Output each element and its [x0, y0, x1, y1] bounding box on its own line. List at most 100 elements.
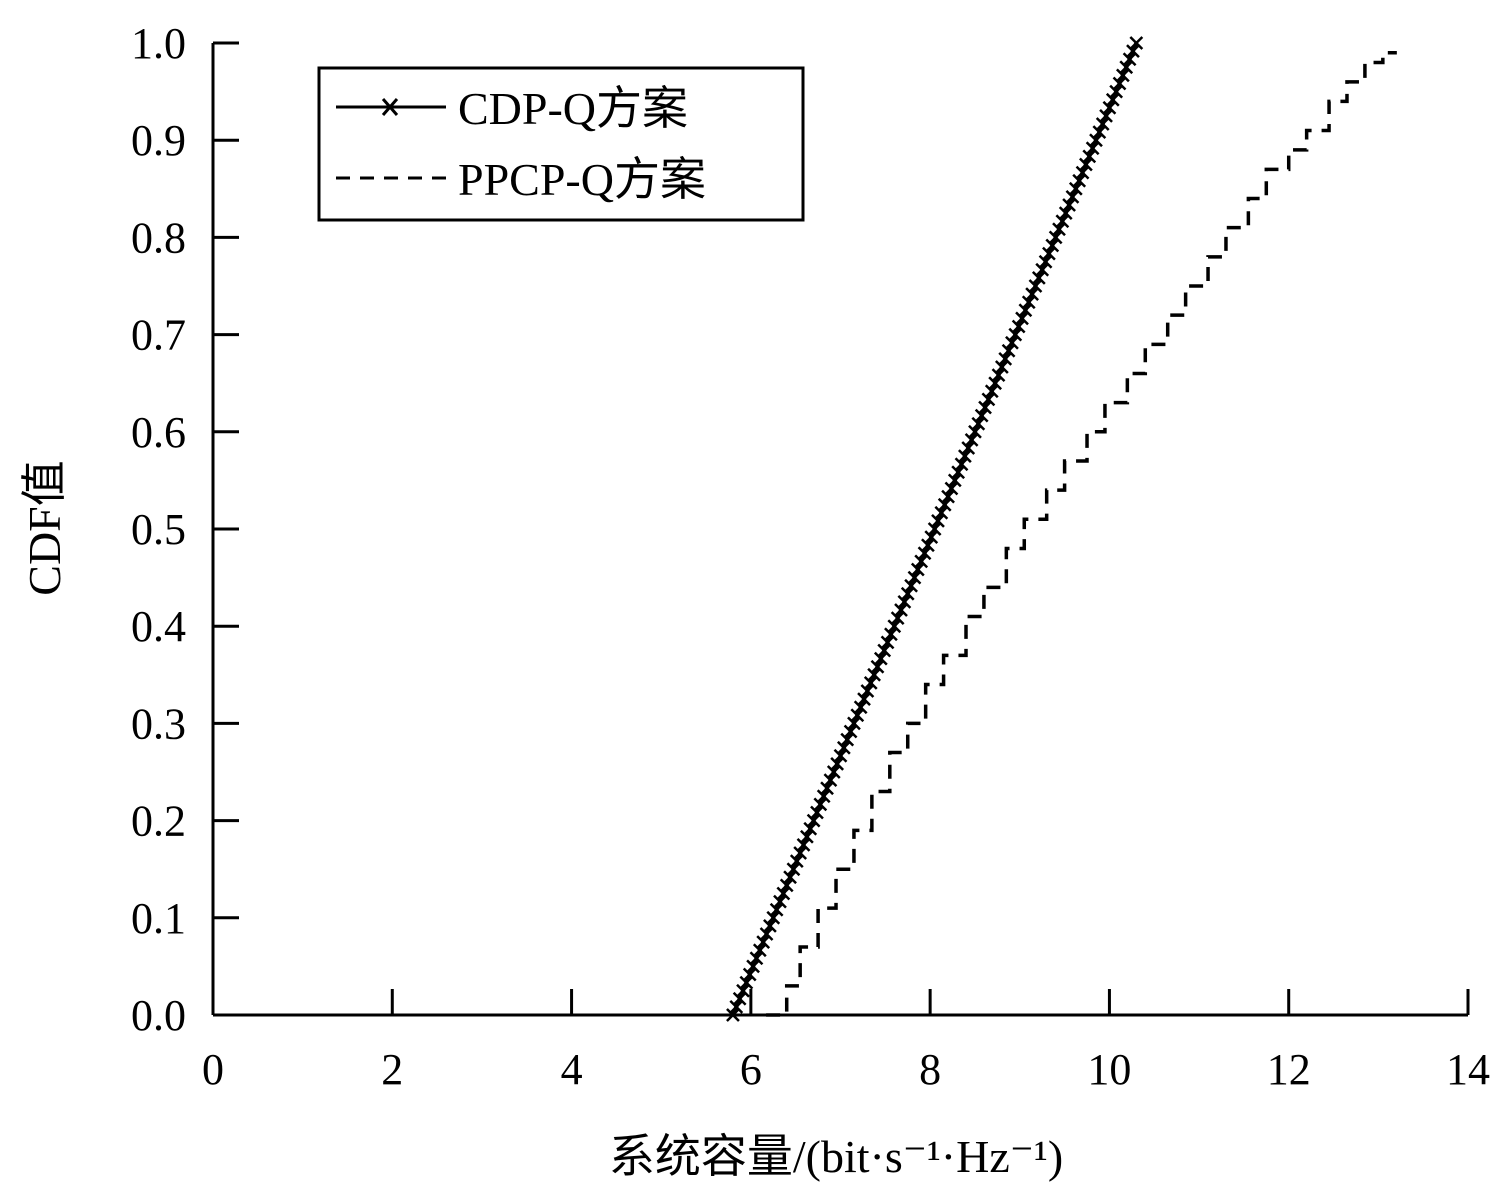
series-cdp-q-marker: [884, 627, 898, 642]
series-cdp-q-marker: [1075, 165, 1090, 180]
series-cdp-q-marker: [763, 919, 777, 933]
series-cdp-q-marker: [931, 514, 945, 528]
series-cdp-q-marker: [1085, 141, 1100, 156]
series-cdp-q-marker: [786, 862, 801, 877]
series-ppcp-q-line: [766, 50, 1397, 1017]
series-cdp-q-marker: [1092, 125, 1107, 139]
series-cdp-q-marker: [732, 991, 747, 1006]
series-cdp-q-marker: [954, 457, 969, 472]
series-cdp-q-marker: [1068, 181, 1083, 196]
legend-marker-x-icon: [381, 98, 399, 116]
series-cdp-q-marker: [890, 611, 905, 625]
series-cdp-q-marker: [1042, 246, 1056, 261]
series-cdp-q-marker: [941, 489, 955, 504]
series-cdp-q-marker: [793, 846, 808, 860]
series-cdp-q-marker: [779, 878, 794, 893]
x-tick-label: 0: [202, 1045, 224, 1094]
legend-label-ppcp-q: PPCP-Q方案: [458, 154, 706, 205]
series-cdp-q-marker: [1015, 311, 1029, 326]
series-cdp-q-marker: [789, 854, 804, 868]
series-cdp-q-marker: [857, 692, 871, 706]
series-cdp-q-marker: [1031, 271, 1046, 285]
series-cdp-q-marker: [766, 910, 781, 925]
x-axis-title: 系统容量/(bit·s⁻¹·Hz⁻¹): [609, 1131, 1063, 1182]
series-cdp-q-marker: [870, 659, 885, 674]
series-layer: [726, 36, 1397, 1022]
series-cdp-q-marker: [880, 635, 895, 650]
series-cdp-q-marker: [998, 352, 1013, 366]
series-cdp-q-marker: [1062, 198, 1076, 212]
x-axis-ticks: 0 2 4 6 8 10 12 14: [202, 989, 1490, 1094]
series-cdp-q-marker: [921, 538, 935, 553]
x-tick-label: 6: [740, 1045, 762, 1094]
series-cdp-q-marker: [1025, 287, 1039, 301]
series-cdp-q-marker: [981, 392, 996, 407]
series-cdp-q-marker: [1102, 100, 1117, 115]
legend: CDP-Q方案 PPCP-Q方案: [317, 66, 805, 222]
legend-label-cdp-q: CDP-Q方案: [458, 83, 688, 134]
series-cdp-q-marker: [968, 424, 982, 439]
y-tick-label: 0.4: [131, 602, 186, 651]
series-cdp-q-marker: [826, 765, 841, 779]
series-cdp-q-marker: [1038, 254, 1053, 269]
series-cdp-q-marker: [1028, 279, 1043, 293]
series-cdp-q-marker: [964, 433, 979, 447]
series-cdp-q-marker: [1115, 68, 1130, 83]
series-cdp-q-marker: [1011, 319, 1026, 334]
series-cdp-q-marker: [1001, 343, 1016, 358]
series-cdp-q-marker: [984, 384, 999, 399]
series-cdp-q-marker: [729, 1000, 744, 1014]
series-cdp-q-marker: [769, 902, 784, 917]
y-tick-label: 0.8: [131, 213, 186, 262]
series-cdp-q-marker: [1055, 214, 1070, 229]
series-cdp-q-marker: [877, 643, 892, 658]
series-cdp-q-marker: [1119, 60, 1134, 75]
series-cdp-q-marker: [1079, 157, 1093, 172]
series-cdp-q-marker: [1052, 222, 1066, 237]
series-cdp-q-marker: [830, 757, 845, 771]
y-tick-label: 0.5: [131, 505, 186, 554]
series-cdp-q-marker: [739, 975, 754, 990]
series-cdp-q-marker: [971, 416, 986, 431]
series-cdp-q-marker: [796, 838, 811, 852]
series-cdp-q-marker: [847, 716, 861, 731]
series-cdp-q-marker: [910, 562, 925, 577]
y-tick-label: 1.0: [131, 19, 186, 68]
series-cdp-q-marker: [752, 943, 767, 958]
series-cdp-q-marker: [853, 700, 868, 715]
series-cdp-q-marker: [951, 465, 966, 480]
series-cdp-q-marker: [850, 708, 865, 723]
series-cdp-q-marker: [1105, 92, 1120, 107]
series-cdp-q-marker: [816, 789, 831, 804]
y-axis-title: CDF值: [19, 460, 70, 595]
x-tick-label: 12: [1267, 1045, 1311, 1094]
series-cdp-q-marker: [957, 449, 972, 463]
series-cdp-q-marker: [947, 473, 962, 488]
series-cdp-q-marker: [1021, 295, 1036, 310]
series-cdp-q-marker: [1008, 327, 1023, 342]
series-cdp-q-marker: [1126, 44, 1140, 58]
y-axis-ticks: 0.0 0.1 0.2 0.3 0.4 0.5 0.6 0.7 0.8 0.9 1.0: [131, 19, 239, 1040]
series-cdp-q-marker: [1095, 117, 1110, 131]
series-cdp-q-marker: [742, 967, 757, 982]
series-cdp-q-marker: [823, 773, 838, 787]
y-tick-label: 0.0: [131, 991, 186, 1040]
series-cdp-q-marker: [773, 894, 787, 909]
series-cdp-q-marker: [1072, 173, 1087, 188]
series-cdp-q-marker: [961, 441, 976, 455]
series-cdp-q-marker: [904, 578, 918, 593]
series-cdp-q-marker: [917, 546, 932, 561]
x-tick-label: 10: [1087, 1045, 1131, 1094]
series-cdp-q-marker: [843, 724, 858, 739]
series-cdp-q-marker: [1129, 36, 1144, 50]
y-tick-label: 0.7: [131, 311, 186, 360]
series-cdp-q-marker: [1048, 230, 1063, 245]
series-cdp-q-marker: [887, 619, 902, 634]
series-cdp-q-marker: [736, 983, 750, 998]
series-cdp-q-marker: [1122, 52, 1137, 67]
series-cdp-q-marker: [1058, 206, 1073, 220]
series-cdp-q-marker: [803, 821, 818, 836]
series-cdp-q-marker: [873, 651, 888, 666]
series-cdp-q-marker: [907, 570, 922, 585]
